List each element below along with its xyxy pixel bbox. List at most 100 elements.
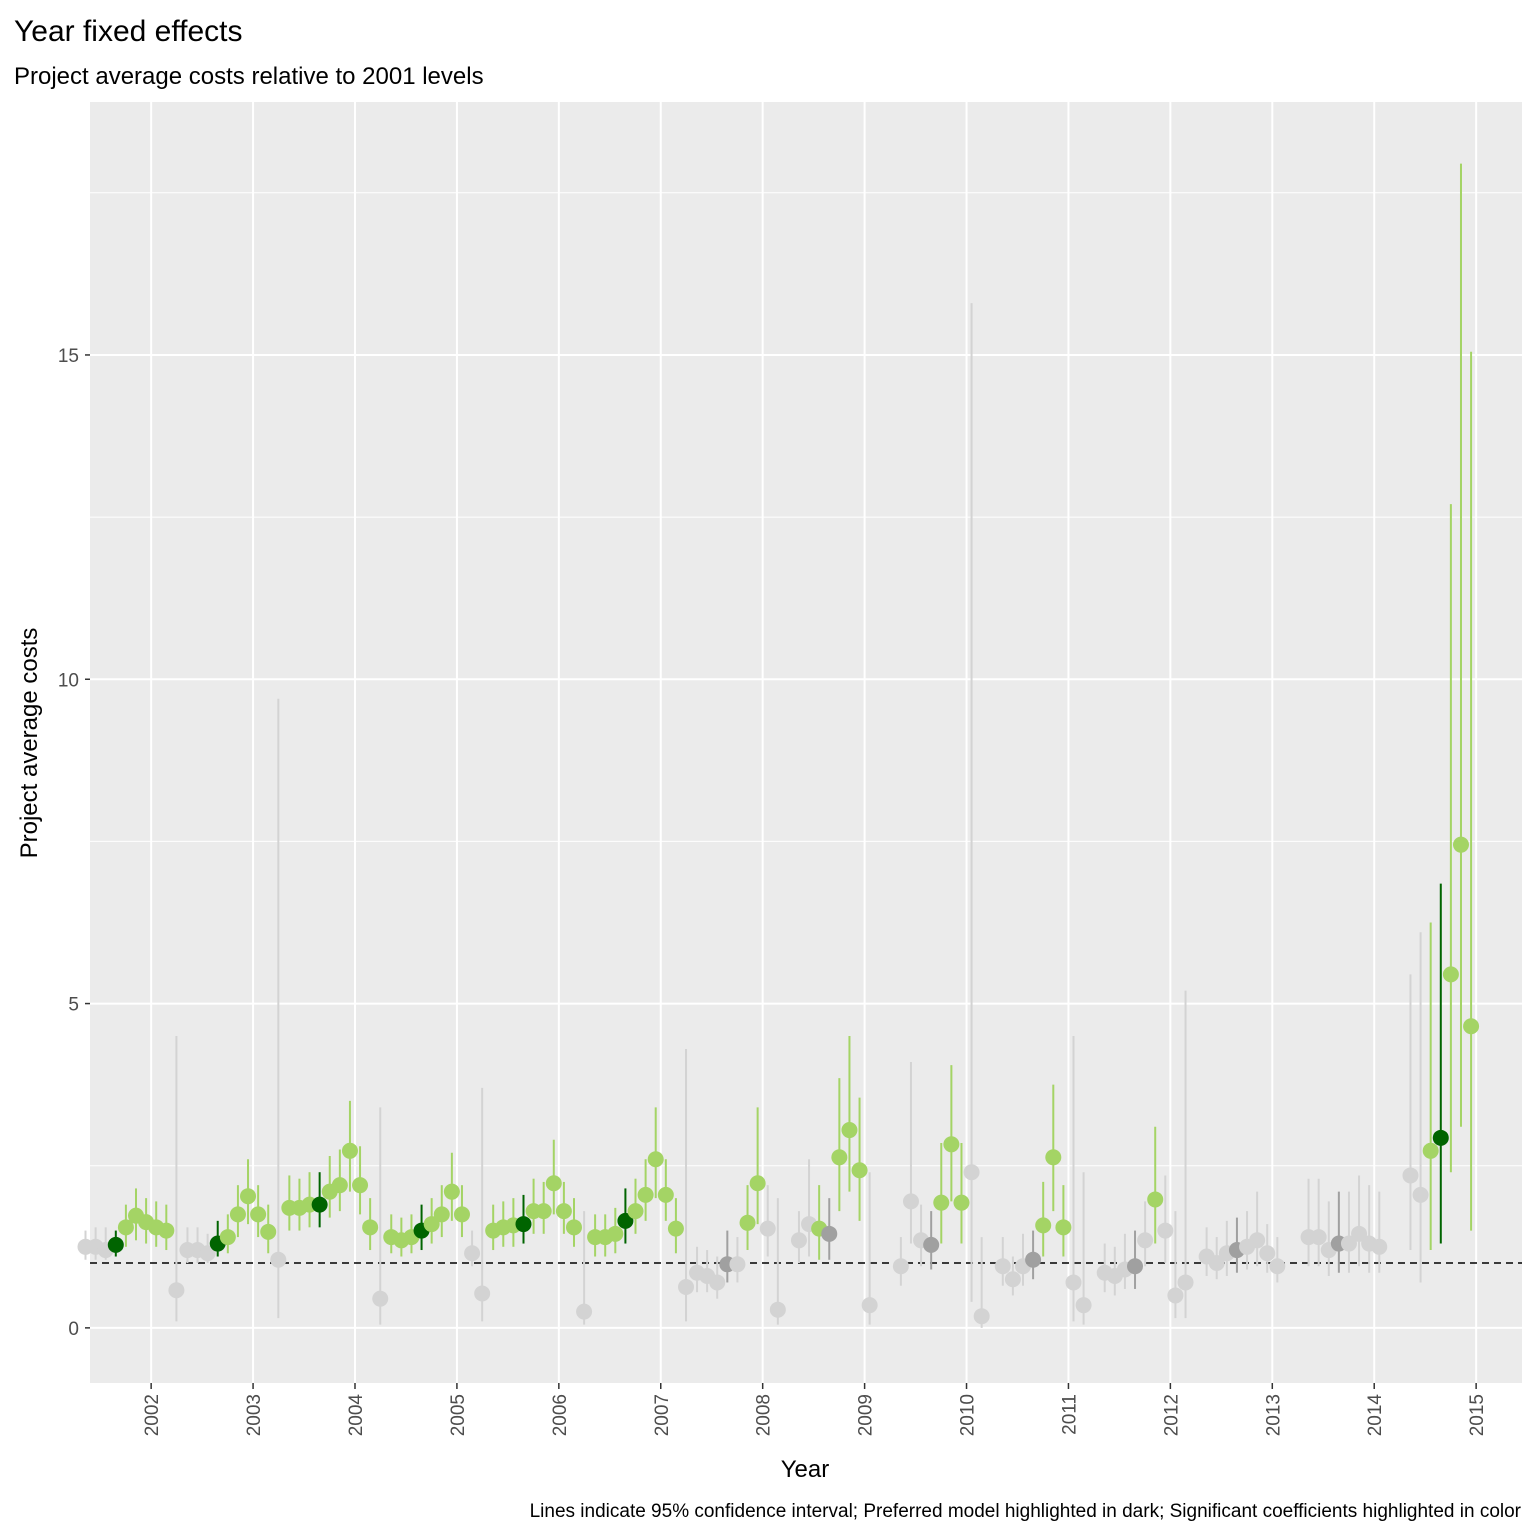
point-2013-7 <box>1259 1245 1276 1262</box>
estimate-2003-model-6 <box>229 1185 246 1238</box>
estimate-2007-model-7 <box>647 1107 664 1199</box>
estimate-2002-model-10 <box>168 1035 185 1322</box>
estimate-2010-model-7 <box>953 1143 970 1244</box>
point-2014-6 <box>1351 1225 1368 1242</box>
point-2011-8 <box>1065 1274 1082 1291</box>
estimate-2010-model-8 <box>963 303 980 1302</box>
point-2011-7 <box>1055 1219 1072 1236</box>
point-2005-8 <box>453 1206 470 1223</box>
estimate-2013-model-2 <box>1208 1237 1225 1280</box>
point-2003-6 <box>229 1206 246 1223</box>
x-tick-label-2006: 2006 <box>550 1394 571 1436</box>
point-2012-4 <box>1127 1258 1144 1275</box>
estimate-2014-model-2 <box>1310 1178 1327 1267</box>
point-2010-7 <box>953 1194 970 1211</box>
point-2015-7 <box>1463 1018 1480 1035</box>
x-tick-label-2011: 2011 <box>1059 1394 1080 1435</box>
point-2007-4 <box>617 1212 634 1229</box>
estimate-2005-model-7 <box>443 1152 460 1221</box>
point-2009-6 <box>841 1122 858 1139</box>
estimate-2012-model-4 <box>1127 1230 1144 1289</box>
point-ranges <box>77 163 1480 1328</box>
y-axis-title: Project average costs <box>16 628 43 859</box>
point-2003-7 <box>240 1188 257 1205</box>
x-tick-label-2004: 2004 <box>346 1394 367 1437</box>
point-2010-8 <box>963 1164 980 1181</box>
estimate-2009-model-1 <box>790 1211 807 1264</box>
point-2004-9 <box>362 1219 379 1236</box>
point-2012-9 <box>1177 1274 1194 1291</box>
estimate-2005-model-10 <box>474 1087 491 1322</box>
estimate-2007-model-6 <box>637 1159 654 1221</box>
point-2012-6 <box>1147 1191 1164 1208</box>
estimate-2008-model-9 <box>769 1198 786 1325</box>
x-axis: 2002 2003 2004 2005 2006 2007 2008 2009 2010 2011… <box>142 1383 1488 1436</box>
estimate-2013-model-8 <box>1269 1237 1286 1283</box>
x-axis-title: Year <box>781 1456 830 1483</box>
estimate-2006-model-7 <box>545 1139 562 1215</box>
estimate-2008-model-3 <box>709 1256 726 1299</box>
estimate-2005-model-6 <box>433 1185 450 1238</box>
estimate-2011-model-7 <box>1055 1185 1072 1257</box>
estimate-2004-model-6 <box>331 1149 348 1212</box>
y-axis: 0 5 10 15 <box>58 346 90 1340</box>
point-2007-8 <box>657 1186 674 1203</box>
point-2011-1 <box>994 1258 1011 1275</box>
x-tick-label-2015: 2015 <box>1467 1394 1488 1436</box>
point-2003-3 <box>199 1245 216 1262</box>
point-2004-7 <box>341 1142 358 1159</box>
point-2008-5 <box>729 1256 746 1273</box>
point-2007-3 <box>607 1225 624 1242</box>
estimate-2009-model-8 <box>861 1172 878 1325</box>
point-2004-4 <box>311 1196 328 1213</box>
point-2008-3 <box>709 1274 726 1291</box>
x-tick-label-2003: 2003 <box>244 1394 265 1436</box>
point-2008-9 <box>769 1301 786 1318</box>
estimate-2003-model-9 <box>260 1204 277 1254</box>
major-gridlines <box>90 102 1522 1383</box>
estimate-2003-model-3 <box>199 1233 216 1264</box>
point-2009-1 <box>790 1232 807 1249</box>
point-2015-6 <box>1452 836 1469 853</box>
estimate-2015-model-2 <box>1412 932 1429 1283</box>
point-2006-7 <box>545 1175 562 1192</box>
point-2007-7 <box>647 1151 664 1168</box>
estimate-2004-model-7 <box>341 1100 358 1192</box>
estimate-2005-model-8 <box>453 1185 470 1238</box>
plot-panel <box>90 102 1522 1383</box>
estimate-2011-model-8 <box>1065 1035 1082 1322</box>
point-2015-4 <box>1432 1129 1449 1146</box>
point-2010-1 <box>892 1258 909 1275</box>
x-tick-label-2002: 2002 <box>142 1394 163 1436</box>
point-2009-4 <box>821 1225 838 1242</box>
point-2009-7 <box>851 1162 868 1179</box>
estimate-2007-model-3 <box>607 1207 624 1254</box>
estimate-2010-model-6 <box>943 1065 960 1202</box>
estimate-2004-model-9 <box>362 1198 379 1251</box>
point-2006-8 <box>555 1203 572 1220</box>
point-2013-6 <box>1249 1232 1266 1249</box>
point-2014-5 <box>1340 1235 1357 1252</box>
point-2015-3 <box>1422 1142 1439 1159</box>
point-2010-6 <box>943 1136 960 1153</box>
point-2005-10 <box>474 1285 491 1302</box>
estimate-2003-model-5 <box>219 1214 236 1254</box>
point-2007-5 <box>627 1203 644 1220</box>
x-tick-label-2009: 2009 <box>856 1394 877 1436</box>
estimate-2003-model-10 <box>270 698 287 1319</box>
estimate-2015-model-6 <box>1452 163 1469 1127</box>
point-2006-4 <box>515 1216 532 1233</box>
point-2008-8 <box>759 1220 776 1237</box>
point-2005-7 <box>443 1183 460 1200</box>
estimate-2002-model-5 <box>117 1204 134 1247</box>
estimate-2007-model-4 <box>617 1188 634 1244</box>
point-2015-1 <box>1402 1167 1419 1184</box>
estimate-2009-model-4 <box>821 1198 838 1260</box>
point-2008-7 <box>749 1175 766 1192</box>
point-2003-8 <box>250 1206 267 1223</box>
point-2007-6 <box>637 1186 654 1203</box>
estimate-2011-model-5 <box>1035 1181 1052 1257</box>
estimate-2011-model-6 <box>1045 1084 1062 1212</box>
chart-subtitle: Project average costs relative to 2001 l… <box>14 63 484 90</box>
